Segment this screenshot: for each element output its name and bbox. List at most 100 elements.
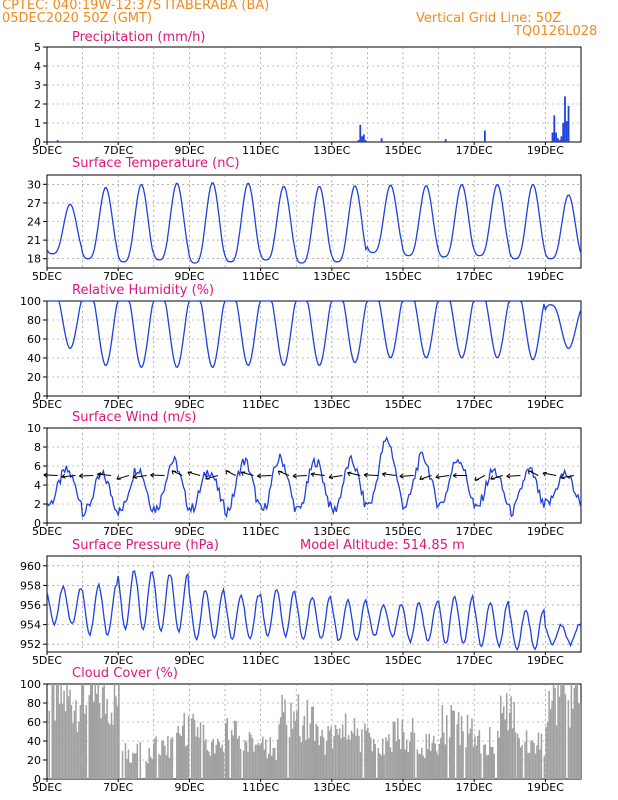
cloud-bar [416,749,419,779]
cloud-bar [206,749,209,779]
cloud-bar [245,741,248,779]
cloud-bar [63,690,65,779]
cloud-bar [546,721,549,779]
cloud-bar [164,745,166,779]
cloud-bar [64,711,67,779]
cloud-bar [79,705,82,779]
cloud-bar [167,735,169,779]
cloud-bar [196,726,199,779]
y-tick-label: 956 [20,599,41,612]
x-tick-label: 19DEC [527,654,564,667]
cloud-bar [135,753,137,779]
header: CPTEC: 040:19W-12:37S ITABERABA (BA) 05D… [0,0,618,46]
x-tick-label: 17DEC [456,270,493,283]
y-tick-label: 0 [34,773,41,786]
cloud-bar [153,738,156,779]
wind-vector [97,473,112,476]
cloud-bar [435,751,438,779]
y-tick-label: 4 [34,60,41,73]
y-tick-label: 30 [27,178,41,191]
chart-panel-3: Relative Humidity (%) 0 20 40 60 80 100 5DEC 7DE… [20,283,582,411]
cloud-bar [331,748,334,779]
cloud-bar [215,744,218,779]
cloud-bar [170,739,172,779]
chart-title: Cloud Cover (%) [72,666,178,681]
precip-bar [362,134,365,142]
y-tick-label: 952 [20,638,41,651]
wind-arrowhead [328,474,334,479]
x-tick-label: 15DEC [384,654,421,667]
wind-arrowhead [205,475,210,480]
precip-bar [56,140,59,142]
cloud-bar [493,753,495,779]
cloud-bar [381,738,384,779]
chart-panel-5: Surface Pressure (hPa) Model Altitude: 51… [20,538,582,667]
wind-arrowhead [527,470,533,475]
y-tick-label: 2 [34,498,41,511]
x-tick-label: 5DEC [32,654,62,667]
cloud-bar [293,711,295,779]
cloud-bar [380,755,382,779]
wind-arrowhead [61,473,66,479]
cloud-bar [391,751,393,779]
wind-arrowhead [490,475,495,480]
cloud-bar [186,744,188,779]
cloud-bar [260,742,263,779]
x-tick-label: 7DEC [103,781,133,794]
cloud-bar [334,724,337,779]
cloud-bar [203,741,206,779]
cloud-bar [225,722,227,779]
cloud-bar [184,746,187,779]
series-line [46,570,582,652]
cloud-bar [219,747,222,779]
cloud-bar [471,718,473,779]
cloud-bar [324,754,326,779]
x-tick-label: 17DEC [456,654,493,667]
cloud-bar [302,725,304,779]
cloud-bar [94,684,96,779]
cloud-bar [158,753,160,779]
cloud-bar [484,744,487,779]
cloud-bar [322,737,325,779]
x-tick-label: 13DEC [313,781,350,794]
cloud-bar [139,742,142,779]
cloud-bar [365,730,368,779]
cloud-bar [533,742,535,779]
wind-arrowhead [419,475,424,480]
cloud-bar [403,732,405,779]
cloud-bar [480,753,482,779]
cloud-bar [118,684,120,779]
cloud-bar [259,745,261,779]
chart-panel-2: Surface Temperature (nC) 18 21 24 27 30 5DEC 7D… [27,156,582,283]
y-tick-label: 80 [27,314,41,327]
cloud-bar [560,684,562,779]
cloud-bar [438,743,441,779]
y-tick-label: 6 [34,460,41,473]
cloud-bar [474,736,476,779]
x-tick-label: 13DEC [313,144,350,157]
x-tick-label: 5DEC [32,398,62,411]
cloud-bar [103,684,105,779]
wind-arrowhead [43,472,48,478]
wind-vector [133,475,147,478]
cloud-bar [483,744,485,779]
cloud-bar [534,753,537,779]
cloud-bar [327,725,329,779]
cloud-bar [486,755,488,779]
cloud-bar [424,758,426,779]
cloud-bar [239,748,242,779]
cloud-bar [127,749,130,779]
cloud-bar [177,725,180,779]
cloud-bar [104,713,107,779]
header-date: 05DEC2020 50Z (GMT) [2,11,153,26]
cloud-bar [434,743,436,779]
cloud-bar [100,718,102,779]
wind-vector [241,471,254,476]
cloud-bar [377,747,379,779]
cloud-bar [528,752,531,779]
cloud-bar [183,712,185,779]
cloud-bar [539,749,541,779]
y-tick-label: 2 [34,98,41,111]
cloud-bar [214,753,216,779]
wind-vector [542,472,557,476]
